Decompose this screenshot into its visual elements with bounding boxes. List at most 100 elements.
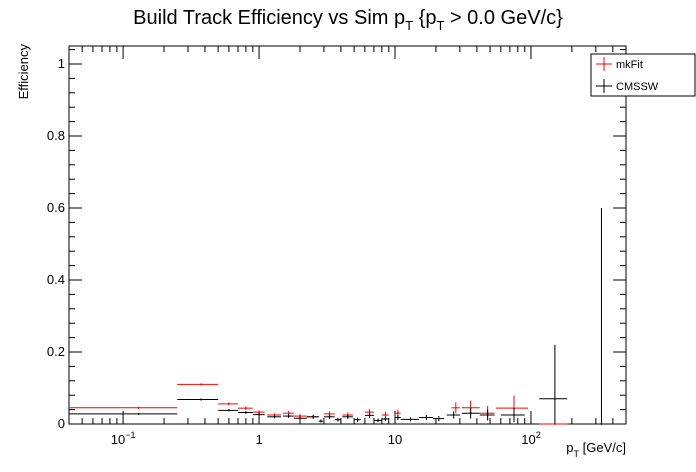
data-marker — [287, 412, 290, 415]
point-cmssw-15 — [373, 418, 382, 423]
y-tick-label: 1 — [58, 56, 65, 71]
data-marker — [346, 415, 349, 418]
x-axis-label-tail: [GeV/c] — [579, 440, 626, 455]
point-cmssw-21 — [446, 411, 460, 419]
data-marker — [554, 397, 556, 400]
plot-frame — [68, 45, 627, 425]
point-mkfit-0 — [69, 406, 178, 409]
data-marker — [469, 412, 472, 415]
data-marker — [137, 413, 140, 415]
legend: mkFit CMSSW — [590, 53, 696, 97]
point-cmssw-5 — [267, 415, 281, 419]
x-tick-label: 1 — [255, 432, 262, 447]
y-tick-label: 0.4 — [47, 272, 65, 287]
data-marker — [227, 402, 230, 405]
data-marker — [396, 416, 399, 419]
data-marker — [600, 423, 603, 425]
point-mkfit-1 — [177, 383, 219, 386]
point-cmssw-17 — [395, 415, 401, 421]
point-cmssw-22 — [461, 407, 480, 419]
data-marker — [452, 414, 455, 416]
legend-box — [590, 53, 696, 97]
x-tick-label-base: 10 — [388, 432, 402, 447]
data-marker — [454, 406, 457, 409]
point-cmssw-3 — [237, 411, 253, 414]
point-cmssw-9 — [318, 419, 323, 423]
data-marker — [227, 409, 230, 412]
chart-title-tail: > 0.0 GeV/c} — [444, 7, 563, 29]
data-marker — [273, 415, 276, 418]
chart-title-sub2: T — [436, 18, 444, 33]
point-cmssw-7 — [293, 416, 307, 421]
x-tick-label: 10 — [388, 432, 402, 447]
point-cmssw-25 — [539, 344, 568, 424]
data-marker — [356, 418, 359, 421]
data-marker — [328, 415, 331, 418]
point-cmssw-23 — [479, 409, 495, 421]
data-marker — [368, 411, 371, 414]
point-cmssw-14 — [364, 412, 374, 418]
data-marker — [312, 415, 315, 418]
point-cmssw-12 — [342, 414, 353, 419]
x-tick-label-exponent: 2 — [536, 430, 541, 440]
point-cmssw-8 — [306, 415, 319, 419]
data-marker — [384, 414, 387, 416]
chart-title-sub1: T — [405, 18, 413, 33]
x-axis-label-main: p — [566, 440, 573, 455]
point-cmssw-24 — [500, 407, 525, 423]
x-tick-label: 102 — [521, 430, 540, 447]
x-tick-label: 10−1 — [111, 430, 136, 447]
point-cmssw-1 — [177, 398, 219, 401]
point-mkfit-14 — [451, 402, 460, 414]
series-layer — [69, 208, 603, 425]
x-tick-label-base: 10 — [521, 432, 535, 447]
point-mkfit-2 — [218, 402, 238, 406]
data-marker — [368, 414, 371, 417]
y-tick-label: 0.6 — [47, 200, 65, 215]
legend-label-mkfit: mkFit — [616, 59, 643, 71]
point-cmssw-18 — [400, 417, 419, 422]
point-cmssw-11 — [334, 417, 341, 422]
x-tick-label-base: 10 — [111, 432, 125, 447]
data-marker — [336, 418, 339, 421]
legend-item-mkfit: mkFit — [596, 57, 643, 71]
data-marker — [377, 419, 379, 422]
point-cmssw-16 — [381, 416, 389, 422]
legend-label-cmssw: CMSSW — [616, 81, 659, 93]
data-marker — [137, 406, 140, 409]
data-marker — [328, 413, 331, 415]
data-marker — [513, 414, 515, 416]
chart-title-main: Build Track Efficiency vs Sim p — [133, 7, 405, 29]
y-axis-label: Efficiency — [16, 44, 31, 100]
data-marker — [486, 414, 489, 416]
y-tick-label: 0.8 — [47, 128, 65, 143]
data-marker — [299, 417, 301, 420]
data-marker — [244, 411, 247, 414]
data-marker — [258, 413, 260, 416]
legend-item-cmssw: CMSSW — [596, 79, 659, 93]
point-cmssw-0 — [69, 413, 178, 415]
data-marker — [200, 383, 203, 386]
point-cmssw-10 — [323, 414, 335, 419]
point-cmssw-26 — [600, 208, 603, 425]
data-marker — [287, 415, 290, 417]
x-tick-label-exponent: −1 — [125, 430, 135, 440]
data-marker — [425, 416, 428, 419]
data-marker — [244, 407, 247, 410]
series-cmssw — [69, 208, 603, 425]
data-marker — [258, 411, 260, 414]
y-tick-label: 0 — [58, 416, 65, 431]
chart-title-mid: {p — [413, 7, 436, 29]
point-cmssw-4 — [252, 413, 265, 417]
x-axis-label: pT [GeV/c] — [566, 440, 626, 459]
x-axis-label-sub: T — [574, 449, 580, 459]
data-marker — [409, 418, 412, 421]
point-cmssw-2 — [218, 409, 238, 412]
point-mkfit-3 — [237, 406, 253, 410]
x-tick-label-base: 1 — [255, 432, 262, 447]
data-marker — [384, 418, 387, 420]
point-cmssw-19 — [418, 415, 433, 421]
